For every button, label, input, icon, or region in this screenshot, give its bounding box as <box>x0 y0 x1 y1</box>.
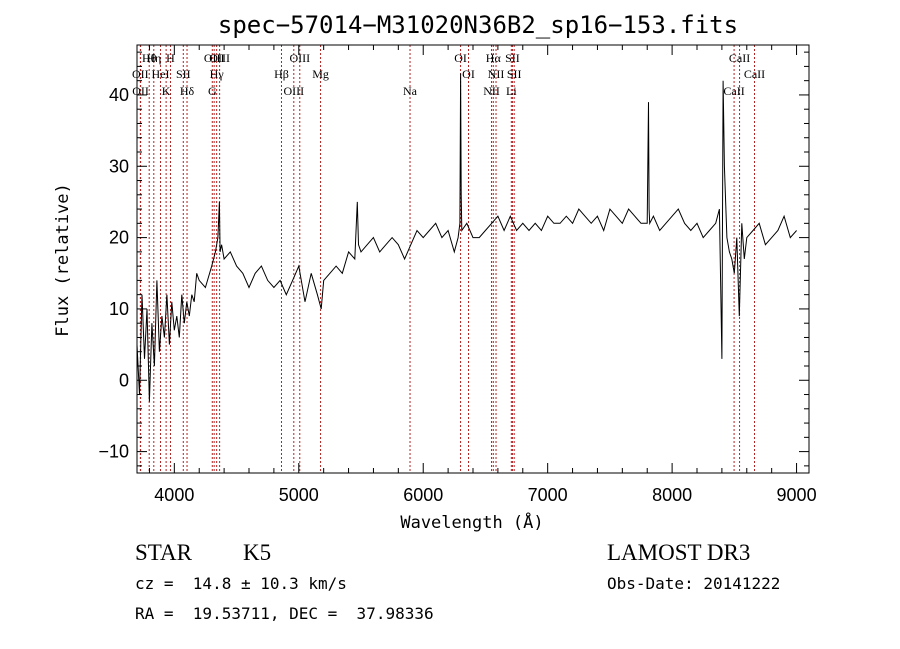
redshift-info: cz = 14.8 ± 10.3 km/s <box>135 574 347 593</box>
y-tick-label: 20 <box>109 228 129 248</box>
line-marker-label: OIII <box>283 84 304 98</box>
x-tick-label: 7000 <box>528 485 568 505</box>
line-marker-label: OI <box>454 51 467 65</box>
line-marker-label: Hγ <box>210 67 225 81</box>
line-marker-label: OI <box>462 67 475 81</box>
x-axis-label: Wavelength (Å) <box>400 511 543 533</box>
line-marker-label: CaII <box>723 84 744 98</box>
y-tick-label: −10 <box>98 442 129 462</box>
line-marker-label: Hη <box>146 51 161 65</box>
spectrum-line <box>136 73 797 402</box>
emission-line-labels: HθOIIOIIHηHeIKHSIIHδOIIIHγGOIIIHβOIIIOII… <box>132 51 765 98</box>
line-marker-label: CaII <box>729 51 750 65</box>
x-tick-label: 9000 <box>777 485 817 505</box>
chart-title: spec−57014−M31020N36B2_sp16−153.fits <box>218 11 738 39</box>
line-marker-label: Hθ <box>142 51 157 65</box>
obs-date: Obs-Date: 20141222 <box>607 574 781 593</box>
coordinates: RA = 19.53711, DEC = 37.98336 <box>135 604 434 623</box>
line-marker-label: OIII <box>209 51 230 65</box>
line-marker-label: Hβ <box>274 67 289 81</box>
survey-name: LAMOST DR3 <box>607 540 751 565</box>
line-marker-label: K <box>162 84 171 98</box>
line-marker-label: OII <box>132 84 149 98</box>
line-marker-label: Mg <box>312 67 329 81</box>
y-tick-label: 40 <box>109 85 129 105</box>
emission-line-markers <box>139 45 755 473</box>
y-axis-ticks: −10 0 10 20 30 40 <box>98 51 809 467</box>
x-tick-label: 8000 <box>652 485 692 505</box>
y-axis-label: Flux (relative) <box>53 183 73 337</box>
line-marker-label: NII <box>483 84 500 98</box>
line-marker-label: NII <box>488 67 505 81</box>
object-class: STAR <box>135 540 192 565</box>
line-marker-label: G <box>208 84 217 98</box>
y-tick-label: 30 <box>109 156 129 176</box>
line-marker-label: SII <box>505 51 520 65</box>
y-tick-label: 0 <box>119 370 129 390</box>
line-marker-label: SII <box>176 67 191 81</box>
line-marker-label: Hδ <box>180 84 195 98</box>
line-marker-label: CaII <box>744 67 765 81</box>
line-marker-label: OII <box>132 67 149 81</box>
line-marker-label: Hα <box>486 51 502 65</box>
x-tick-label: 4000 <box>154 485 194 505</box>
line-marker-label: SII <box>507 67 522 81</box>
x-axis-ticks: 4000 5000 6000 7000 8000 9000 <box>148 45 817 505</box>
line-marker-label: OIII <box>289 51 310 65</box>
x-tick-label: 6000 <box>403 485 443 505</box>
line-marker-label: Na <box>403 84 418 98</box>
line-marker-label: H <box>166 51 175 65</box>
x-tick-label: 5000 <box>279 485 319 505</box>
y-tick-label: 10 <box>109 299 129 319</box>
plot-frame <box>136 44 810 474</box>
line-marker-label: Li <box>506 84 517 98</box>
line-marker-label: HeI <box>152 67 170 81</box>
subclass: K5 <box>243 540 272 565</box>
line-marker-label: OIII <box>204 51 225 65</box>
